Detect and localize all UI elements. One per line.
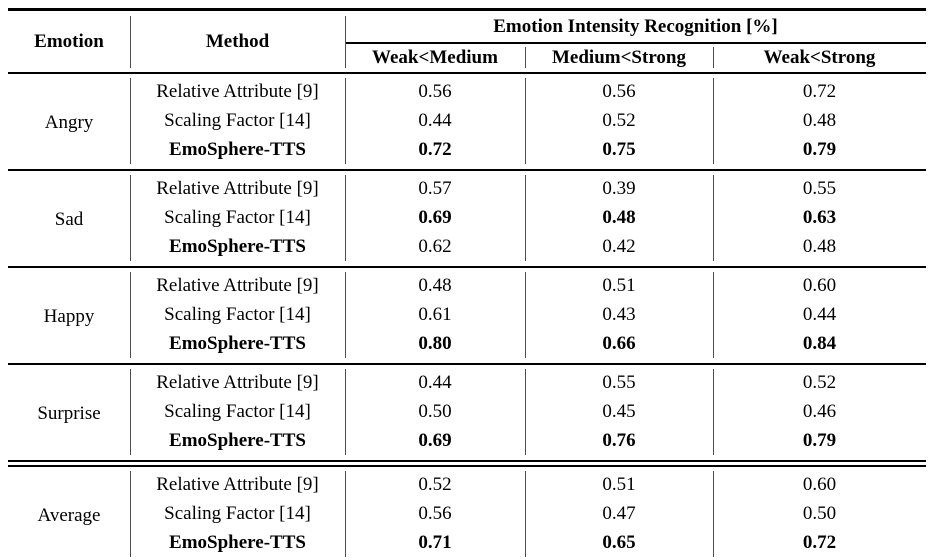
value-cell: 0.45	[525, 397, 714, 426]
value-cell: 0.76	[525, 426, 714, 464]
table-row: Scaling Factor [14] 0.56 0.47 0.50	[8, 499, 926, 528]
value-cell: 0.71	[345, 528, 526, 560]
value-cell: 0.79	[802, 138, 837, 160]
table-header: Emotion Method Emotion Intensity Recogni…	[8, 9, 926, 73]
table-row: EmoSphere-TTS 0.72 0.75 0.79	[8, 135, 926, 170]
value-cell: 0.51	[525, 460, 714, 502]
table-row: Angry Relative Attribute [9] 0.56 0.56 0.72	[8, 73, 926, 163]
method-label: EmoSphere-TTS	[130, 232, 346, 267]
table-row: Scaling Factor [14] 0.69 0.48 0.63	[8, 203, 926, 232]
method-label: Scaling Factor [14]	[130, 499, 346, 528]
emotion-group-angry: Angry Relative Attribute [9] 0.56 0.56 0.72 S…	[8, 73, 926, 170]
emotion-group-surprise: Surprise Relative Attribute [9] 0.44 0.55 0.…	[8, 363, 926, 464]
value-cell: 0.61	[345, 300, 526, 329]
value-cell: 0.56	[345, 73, 526, 106]
value-cell: 0.55	[525, 363, 714, 398]
value-cell: 0.52	[713, 363, 926, 397]
method-label: EmoSphere-TTS	[130, 426, 346, 464]
emotion-label: Average	[8, 460, 131, 560]
table-row: EmoSphere-TTS 0.71 0.65 0.72	[8, 528, 926, 560]
method-label: Scaling Factor [14]	[130, 300, 346, 329]
value-cell: 0.72	[802, 80, 837, 102]
value-cell: 0.79	[802, 429, 837, 451]
method-label: EmoSphere-TTS	[130, 135, 346, 170]
value-cell: 0.43	[525, 300, 714, 329]
value-cell: 0.56	[345, 499, 526, 528]
emotion-label: Angry	[8, 73, 131, 170]
value-cell: 0.44	[345, 363, 526, 398]
results-table: Emotion Method Emotion Intensity Recogni…	[8, 8, 926, 560]
emotion-group-average: Average Relative Attribute [9] 0.52 0.51 0.6…	[8, 460, 926, 560]
value-cell: 0.72	[802, 531, 837, 553]
value-cell: 0.65	[525, 528, 714, 560]
value-cell: 0.60	[713, 460, 926, 499]
value-cell: 0.60	[713, 266, 926, 300]
value-cell: 0.47	[525, 499, 714, 528]
value-cell: 0.69	[345, 426, 526, 464]
value-cell: 0.48	[802, 235, 837, 257]
value-cell: 0.56	[525, 73, 714, 106]
value-cell: 0.63	[802, 206, 837, 228]
method-label: Relative Attribute [9]	[130, 266, 346, 301]
header-row-top: Emotion Method Emotion Intensity Recogni…	[8, 9, 926, 67]
column-header-medium-strong: Medium<Strong	[525, 43, 714, 73]
value-cell: 0.48	[802, 109, 837, 131]
value-cell: 0.80	[345, 329, 526, 364]
value-cell: 0.42	[525, 232, 714, 267]
method-label: Scaling Factor [14]	[130, 203, 346, 232]
table-row: Sad Relative Attribute [9] 0.57 0.39 0.55	[8, 169, 926, 267]
table-row: Happy Relative Attribute [9] 0.48 0.51 0.60	[8, 266, 926, 364]
table-row: Scaling Factor [14] 0.44 0.52 0.48	[8, 106, 926, 135]
emotion-label: Happy	[8, 266, 131, 364]
method-label: EmoSphere-TTS	[130, 528, 346, 560]
method-label: Relative Attribute [9]	[130, 169, 346, 204]
value-cell: 0.44	[802, 303, 837, 325]
value-cell: 0.66	[525, 329, 714, 364]
value-cell: 0.62	[345, 232, 526, 267]
value-cell: 0.51	[525, 266, 714, 301]
table-row: Scaling Factor [14] 0.61 0.43 0.44	[8, 300, 926, 329]
value-cell: 0.84	[802, 332, 837, 354]
emotion-label: Surprise	[8, 363, 131, 464]
table-row: EmoSphere-TTS 0.69 0.76 0.79	[8, 426, 926, 464]
table-row: Scaling Factor [14] 0.50 0.45 0.46	[8, 397, 926, 426]
value-cell: 0.57	[345, 169, 526, 204]
table-row: Average Relative Attribute [9] 0.52 0.51 0.6…	[8, 460, 926, 560]
value-cell: 0.50	[345, 397, 526, 426]
table-row: EmoSphere-TTS 0.80 0.66 0.84	[8, 329, 926, 364]
method-label: Scaling Factor [14]	[130, 106, 346, 135]
value-cell: 0.55	[713, 169, 926, 203]
value-cell: 0.69	[345, 203, 526, 232]
value-cell: 0.75	[525, 135, 714, 170]
value-cell: 0.48	[525, 203, 714, 232]
table-row: Surprise Relative Attribute [9] 0.44 0.55 0.…	[8, 363, 926, 464]
value-cell: 0.46	[802, 400, 837, 422]
column-header-emotion: Emotion	[8, 10, 131, 74]
column-header-weak-medium: Weak<Medium	[345, 43, 526, 73]
emotion-label: Sad	[8, 169, 131, 267]
value-cell: 0.44	[345, 106, 526, 135]
value-cell: 0.72	[345, 135, 526, 170]
method-label: EmoSphere-TTS	[130, 329, 346, 364]
value-cell: 0.52	[345, 460, 526, 502]
emotion-group-sad: Sad Relative Attribute [9] 0.57 0.39 0.55 Sca…	[8, 169, 926, 267]
method-label: Relative Attribute [9]	[130, 73, 346, 106]
method-label: Scaling Factor [14]	[130, 397, 346, 426]
value-cell: 0.52	[525, 106, 714, 135]
value-cell: 0.48	[345, 266, 526, 301]
header-row-sub: Weak<Medium Medium<Strong Weak<Strong	[8, 43, 926, 73]
column-header-group-title: Emotion Intensity Recognition [%]	[345, 9, 926, 44]
column-header-method: Method	[130, 10, 346, 74]
method-label: Relative Attribute [9]	[130, 460, 346, 502]
table-row: EmoSphere-TTS 0.62 0.42 0.48	[8, 232, 926, 267]
emotion-group-happy: Happy Relative Attribute [9] 0.48 0.51 0.60 S…	[8, 266, 926, 364]
value-cell: 0.39	[525, 169, 714, 204]
value-cell: 0.50	[802, 502, 837, 524]
column-header-weak-strong: Weak<Strong	[763, 47, 876, 69]
method-label: Relative Attribute [9]	[130, 363, 346, 398]
